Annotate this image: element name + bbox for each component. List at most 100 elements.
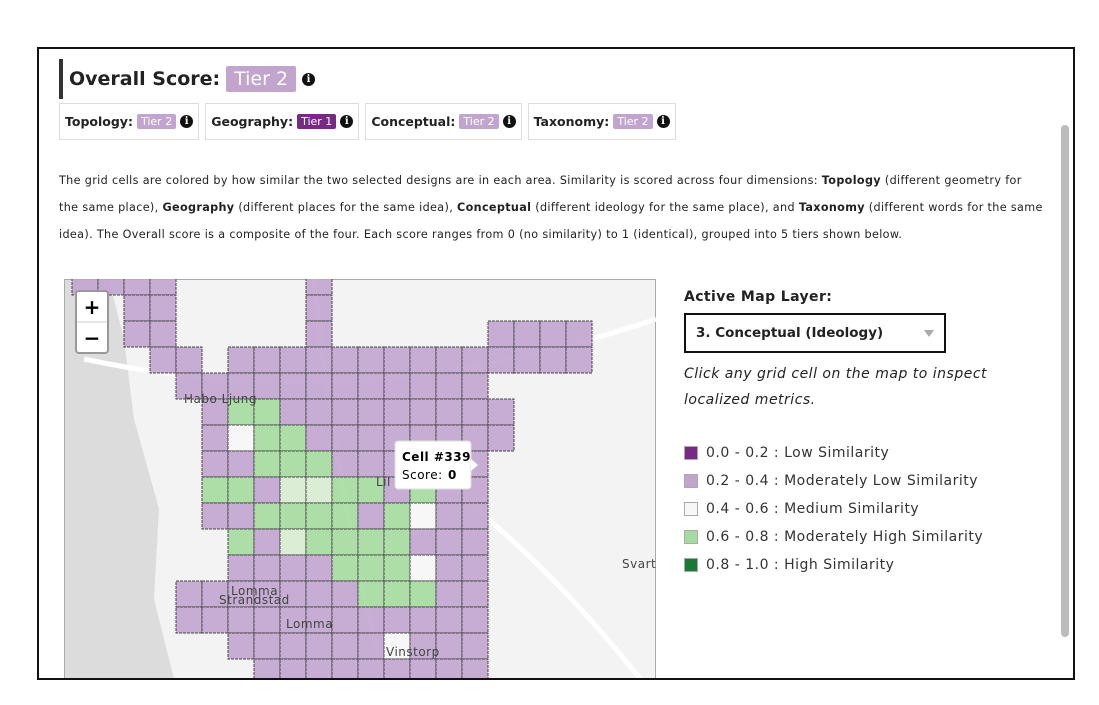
grid-cell[interactable]	[409, 632, 437, 660]
grid-cell[interactable]	[279, 554, 307, 582]
grid-cell[interactable]	[435, 606, 463, 634]
grid-cell[interactable]	[227, 580, 255, 608]
grid-cell[interactable]	[357, 346, 385, 374]
grid-cell[interactable]	[123, 279, 151, 296]
grid-cell[interactable]	[331, 632, 359, 660]
grid-cell[interactable]	[357, 658, 385, 679]
map[interactable]: Habo LjungLilLommaStrandstadLommaVinstor…	[64, 279, 656, 679]
layer-select[interactable]: 3. Conceptual (Ideology)	[684, 313, 946, 353]
grid-cell[interactable]	[409, 580, 437, 608]
grid-cell[interactable]	[279, 476, 307, 504]
grid-cell[interactable]	[331, 658, 359, 679]
grid-cell[interactable]	[435, 502, 463, 530]
grid-cell[interactable]	[461, 398, 489, 426]
grid-cell[interactable]	[383, 528, 411, 556]
grid-cell[interactable]	[357, 450, 385, 478]
grid-cell[interactable]	[227, 424, 255, 452]
grid-cell[interactable]	[435, 528, 463, 556]
grid-cell[interactable]	[435, 372, 463, 400]
grid-cell[interactable]	[201, 398, 229, 426]
grid-cell[interactable]	[305, 398, 333, 426]
grid-cell[interactable]	[149, 320, 177, 348]
grid-cell[interactable]	[227, 476, 255, 504]
grid-cell[interactable]	[331, 554, 359, 582]
grid-cell[interactable]	[253, 528, 281, 556]
grid-cell[interactable]	[435, 580, 463, 608]
grid-cell[interactable]	[175, 606, 203, 634]
grid-cell[interactable]	[331, 424, 359, 452]
grid-cell[interactable]	[487, 320, 515, 348]
grid-cell[interactable]	[435, 398, 463, 426]
info-icon[interactable]: i	[180, 115, 194, 128]
grid-cell[interactable]	[279, 346, 307, 374]
grid-cell[interactable]	[461, 502, 489, 530]
info-icon[interactable]: i	[302, 72, 316, 86]
grid-cell[interactable]	[487, 346, 515, 374]
grid-cell[interactable]	[357, 476, 385, 504]
info-icon[interactable]: i	[656, 115, 670, 128]
grid-cell[interactable]	[565, 320, 593, 348]
grid-cell[interactable]	[513, 320, 541, 348]
grid-cell[interactable]	[409, 398, 437, 426]
grid-cell[interactable]	[383, 580, 411, 608]
grid-cell[interactable]	[305, 580, 333, 608]
grid-cell[interactable]	[305, 372, 333, 400]
grid-cell[interactable]	[435, 554, 463, 582]
grid-cell[interactable]	[409, 606, 437, 634]
grid-cell[interactable]	[175, 372, 203, 400]
grid-cell[interactable]	[227, 606, 255, 634]
grid-cell[interactable]	[175, 580, 203, 608]
grid-cell[interactable]	[227, 502, 255, 530]
grid-cell[interactable]	[357, 580, 385, 608]
grid-cell[interactable]	[305, 632, 333, 660]
grid-cell[interactable]	[123, 294, 151, 322]
grid-cell[interactable]	[305, 658, 333, 679]
grid-cell[interactable]	[253, 398, 281, 426]
grid-cell[interactable]	[357, 554, 385, 582]
grid-cell[interactable]	[331, 346, 359, 374]
grid-cell[interactable]	[435, 632, 463, 660]
grid-cell[interactable]	[227, 346, 255, 374]
grid-cell[interactable]	[331, 476, 359, 504]
grid-cell[interactable]	[305, 424, 333, 452]
grid-cell[interactable]	[253, 580, 281, 608]
grid-cell[interactable]	[253, 476, 281, 504]
info-icon[interactable]: i	[340, 115, 354, 128]
grid-cell[interactable]	[253, 658, 281, 679]
grid-cell[interactable]	[227, 450, 255, 478]
grid-cell[interactable]	[253, 502, 281, 530]
grid-cell[interactable]	[305, 320, 333, 348]
grid-cell[interactable]	[357, 606, 385, 634]
grid-cell[interactable]	[331, 606, 359, 634]
grid-cell[interactable]	[357, 398, 385, 426]
grid-cell[interactable]	[461, 580, 489, 608]
grid-cell[interactable]	[253, 424, 281, 452]
grid-cell[interactable]	[409, 346, 437, 374]
zoom-in[interactable]: +	[84, 295, 101, 319]
scrollbar[interactable]	[1061, 125, 1069, 637]
grid-cell[interactable]	[149, 279, 177, 296]
grid-cell[interactable]	[305, 554, 333, 582]
grid-cell[interactable]	[461, 658, 489, 679]
info-icon[interactable]: i	[502, 115, 516, 128]
grid-cell[interactable]	[357, 632, 385, 660]
grid-cell[interactable]	[461, 346, 489, 374]
grid-cell[interactable]	[383, 554, 411, 582]
grid-cell[interactable]	[201, 476, 229, 504]
grid-cell[interactable]	[331, 528, 359, 556]
grid-cell[interactable]	[409, 372, 437, 400]
grid-cell[interactable]	[409, 658, 437, 679]
grid-cell[interactable]	[201, 424, 229, 452]
grid-cell[interactable]	[253, 372, 281, 400]
grid-cell[interactable]	[253, 450, 281, 478]
grid-cell[interactable]	[409, 502, 437, 530]
grid-cell[interactable]	[383, 606, 411, 634]
grid-cell[interactable]	[123, 320, 151, 348]
grid-cell[interactable]	[331, 580, 359, 608]
grid-cell[interactable]	[487, 424, 515, 452]
grid-cell[interactable]	[253, 606, 281, 634]
grid-cell[interactable]	[279, 658, 307, 679]
grid-cell[interactable]	[383, 658, 411, 679]
grid-cell[interactable]	[383, 502, 411, 530]
grid-cell[interactable]	[539, 346, 567, 374]
